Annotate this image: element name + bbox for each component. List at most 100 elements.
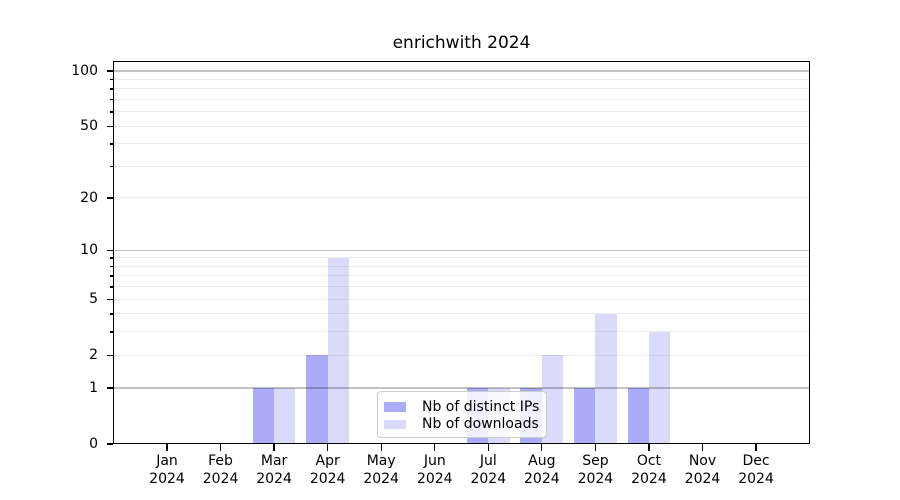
- y-tick-label-2: 2: [89, 347, 98, 364]
- x-tick-label-dec: Dec 2024: [720, 453, 792, 488]
- x-tick-label-month: Jul: [479, 453, 497, 469]
- x-tick-label-nov: Nov 2024: [667, 453, 739, 488]
- gridline-minor-20: [113, 197, 810, 199]
- x-tick-label-year: 2024: [684, 470, 721, 487]
- y-minor-tickmark-90: [109, 78, 113, 81]
- y-tickmark-2: [106, 354, 113, 356]
- gridline-minor-8: [113, 265, 810, 267]
- x-tick-label-year: 2024: [363, 470, 399, 487]
- y-tickmark-50: [106, 125, 113, 127]
- bar-distinct-ips-apr: [306, 355, 328, 444]
- chart-title: enrichwith 2024: [392, 33, 531, 53]
- x-tick-label-month: Sep: [582, 453, 609, 469]
- gridline-minor-2: [113, 354, 810, 356]
- x-tick-label-year: 2024: [524, 470, 560, 487]
- x-tick-label-month: Feb: [208, 453, 233, 469]
- y-tick-label-100: 100: [71, 62, 98, 79]
- y-tick-label-20: 20: [80, 189, 98, 206]
- x-tickmark-feb: [219, 444, 222, 451]
- x-tick-label-month: Apr: [315, 453, 340, 469]
- x-tickmark-mar: [273, 444, 275, 451]
- gridline-minor-90: [113, 78, 810, 80]
- y-minor-tickmark-40: [109, 143, 113, 145]
- x-tick-label-year: 2024: [738, 470, 774, 487]
- bar-downloads-aug: [541, 355, 564, 444]
- x-tick-label-aug: Aug 2024: [506, 453, 578, 488]
- y-tickmark-0: [106, 443, 113, 445]
- gridline-minor-40: [113, 143, 810, 145]
- x-tick-label-year: 2024: [149, 470, 185, 487]
- x-tickmark-oct: [648, 444, 650, 451]
- x-tickmark-dec: [755, 444, 757, 451]
- y-tick-label-50: 50: [80, 118, 98, 135]
- legend-label-downloads: Nb of downloads: [422, 416, 539, 433]
- y-minor-tickmark-8: [109, 265, 113, 268]
- y-tickmark-100: [106, 70, 113, 72]
- y-minor-tickmark-3: [109, 331, 113, 333]
- x-tick-label-sep: Sep 2024: [559, 453, 631, 488]
- y-minor-tickmark-80: [109, 88, 113, 90]
- y-minor-tickmark-7: [109, 275, 113, 277]
- gridline-minor-9: [113, 257, 810, 259]
- gridline-minor-5: [113, 298, 810, 300]
- gridline-minor-3: [113, 331, 810, 333]
- x-tick-label-month: Mar: [260, 453, 288, 469]
- x-tickmark-aug: [541, 444, 543, 451]
- gridline-minor-4: [113, 313, 810, 315]
- x-tick-label-month: Dec: [742, 453, 770, 469]
- legend: Nb of distinct IPs Nb of downloads: [377, 391, 547, 438]
- x-tickmark-nov: [701, 444, 704, 451]
- x-tick-label-year: 2024: [416, 470, 453, 487]
- x-tick-label-may: May 2024: [345, 453, 417, 488]
- x-tick-label-year: 2024: [309, 470, 346, 487]
- x-tickmark-may: [380, 444, 382, 451]
- gridline-major-1: [113, 387, 810, 389]
- gridline-major-10: [113, 249, 810, 251]
- x-tick-label-month: Jun: [423, 453, 446, 469]
- x-tick-label-year: 2024: [631, 470, 667, 487]
- x-tick-label-oct: Oct 2024: [613, 453, 685, 488]
- x-tick-label-year: 2024: [577, 470, 614, 487]
- x-tick-label-jun: Jun 2024: [399, 453, 471, 488]
- plot-area: 0 1 2 5 10 20 50 100 Jan 2024 Feb 2024 Mar 2024 Apr 202…: [71, 61, 810, 487]
- x-tickmark-apr: [327, 444, 329, 451]
- gridline-minor-50: [113, 125, 810, 127]
- gridline-minor-30: [113, 165, 810, 167]
- bar-downloads-apr: [327, 257, 350, 444]
- x-tickmark-jul: [487, 444, 489, 451]
- x-tick-label-jul: Jul 2024: [452, 453, 524, 488]
- x-tick-label-feb: Feb 2024: [185, 453, 257, 488]
- gridline-minor-7: [113, 275, 810, 277]
- y-tick-label-0: 0: [89, 436, 98, 452]
- y-tickmark-5: [106, 298, 113, 300]
- legend-swatch-downloads: [384, 419, 406, 429]
- x-tick-label-apr: Apr 2024: [292, 453, 364, 488]
- gridline-minor-60: [113, 111, 810, 113]
- y-tick-label-1: 1: [89, 379, 98, 396]
- legend-label-distinct-ips: Nb of distinct IPs: [422, 398, 540, 415]
- x-tick-label-month: Oct: [636, 453, 662, 469]
- bar-distinct-ips-oct: [627, 387, 649, 444]
- x-tick-label-year: 2024: [202, 470, 239, 487]
- x-tick-label-month: Nov: [688, 453, 717, 469]
- x-tick-label-year: 2024: [256, 470, 292, 487]
- gridline-minor-70: [113, 98, 810, 100]
- bar-downloads-sep: [595, 313, 617, 444]
- x-tick-label-month: Jan: [156, 453, 178, 469]
- legend-swatch-distinct-ips: [384, 402, 406, 412]
- x-tickmark-jan: [166, 444, 168, 451]
- x-tickmark-jun: [434, 444, 436, 451]
- y-tickmark-1: [106, 387, 113, 389]
- y-minor-tickmark-9: [109, 257, 113, 259]
- y-tickmark-20: [106, 197, 113, 199]
- y-tick-label-10: 10: [80, 242, 98, 259]
- y-minor-tickmark-70: [109, 98, 113, 101]
- bar-distinct-ips-mar: [252, 387, 275, 444]
- bar-distinct-ips-sep: [574, 387, 596, 444]
- legend-item-distinct-ips: Nb of distinct IPs: [384, 398, 546, 416]
- x-tick-label-month: May: [366, 453, 396, 469]
- legend-item-downloads: Nb of downloads: [384, 416, 546, 434]
- y-minor-tickmark-4: [109, 313, 113, 315]
- gridline-major-100: [113, 70, 810, 72]
